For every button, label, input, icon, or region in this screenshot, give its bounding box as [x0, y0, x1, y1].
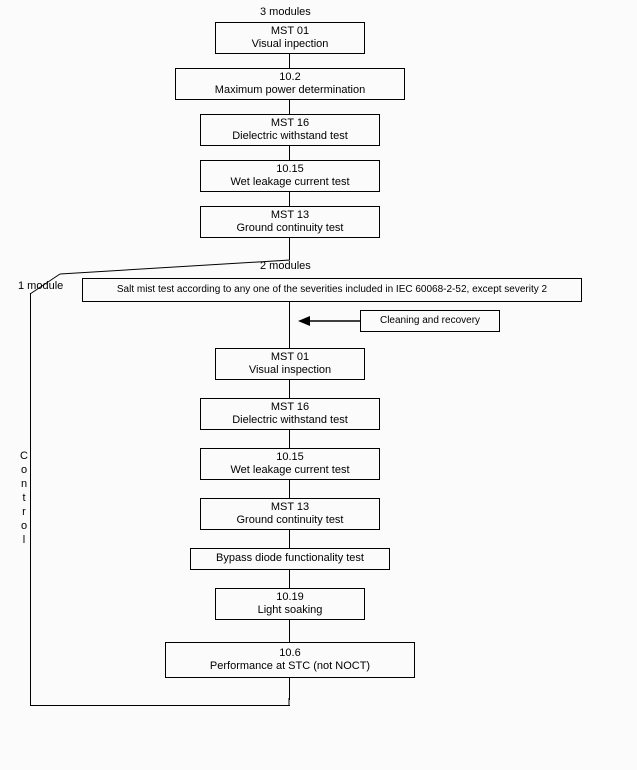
arrow-cleaning — [298, 314, 360, 328]
connector — [289, 238, 290, 260]
connector — [289, 54, 290, 68]
box-line2: Cleaning and recovery — [380, 315, 480, 327]
connector — [289, 100, 290, 114]
box-line2: Bypass diode functionality test — [216, 552, 364, 565]
branch-left-drop — [28, 272, 64, 296]
box-line2: Dielectric withstand test — [232, 130, 348, 143]
box-line1: 10.6 — [279, 647, 300, 660]
box-line2: Light soaking — [258, 604, 323, 617]
box-line1: MST 13 — [271, 501, 309, 514]
box-line1: 10.19 — [276, 591, 304, 604]
box-mst13-ground-2: MST 13 Ground continuity test — [200, 498, 380, 530]
connector — [289, 678, 290, 700]
box-cleaning-recovery: Cleaning and recovery — [360, 310, 500, 332]
box-salt-mist-test: Salt mist test according to any one of t… — [82, 278, 582, 302]
box-line1: 10.15 — [276, 451, 304, 464]
box-light-soaking: 10.19 Light soaking — [215, 588, 365, 620]
box-mst13-ground-1: MST 13 Ground continuity test — [200, 206, 380, 238]
connector — [289, 380, 290, 398]
connector — [289, 480, 290, 498]
box-line2: Salt mist test according to any one of t… — [117, 284, 547, 296]
box-line2: Performance at STC (not NOCT) — [210, 660, 370, 673]
control-line-vertical — [30, 293, 31, 705]
box-mst16-dielectric-1: MST 16 Dielectric withstand test — [200, 114, 380, 146]
box-max-power: 10.2 Maximum power determination — [175, 68, 405, 100]
box-mst01-visual-inspection-2: MST 01 Visual inspection — [215, 348, 365, 380]
label-2-modules: 2 modules — [260, 260, 311, 272]
connector — [289, 620, 290, 642]
box-line1: MST 01 — [271, 351, 309, 364]
box-line1: MST 16 — [271, 117, 309, 130]
connector — [289, 530, 290, 548]
box-line1: MST 16 — [271, 401, 309, 414]
box-mst16-dielectric-2: MST 16 Dielectric withstand test — [200, 398, 380, 430]
box-line1: MST 01 — [271, 25, 309, 38]
label-control: Control — [18, 450, 30, 548]
connector — [289, 302, 290, 332]
control-line-horizontal — [30, 705, 290, 706]
label-3-modules: 3 modules — [260, 6, 311, 18]
box-mst01-visual-inspection-1: MST 01 Visual inpection — [215, 22, 365, 54]
box-line2: Visual inpection — [252, 38, 329, 51]
box-line2: Ground continuity test — [236, 222, 343, 235]
box-line1: 10.15 — [276, 163, 304, 176]
connector — [289, 430, 290, 448]
box-line1: 10.2 — [279, 71, 300, 84]
flowchart-container: 3 modules MST 01 Visual inpection 10.2 M… — [0, 0, 637, 770]
box-performance-stc: 10.6 Performance at STC (not NOCT) — [165, 642, 415, 678]
box-line2: Ground continuity test — [236, 514, 343, 527]
box-line1: MST 13 — [271, 209, 309, 222]
connector — [289, 332, 290, 348]
box-bypass-diode: Bypass diode functionality test — [190, 548, 390, 570]
box-line2: Wet leakage current test — [230, 464, 349, 477]
box-wet-leakage-1: 10.15 Wet leakage current test — [200, 160, 380, 192]
box-wet-leakage-2: 10.15 Wet leakage current test — [200, 448, 380, 480]
box-line2: Wet leakage current test — [230, 176, 349, 189]
box-line2: Visual inspection — [249, 364, 331, 377]
connector — [289, 192, 290, 206]
bottom-join — [286, 698, 298, 710]
box-line2: Dielectric withstand test — [232, 414, 348, 427]
connector — [289, 570, 290, 588]
connector — [289, 146, 290, 160]
box-line2: Maximum power determination — [215, 84, 365, 97]
